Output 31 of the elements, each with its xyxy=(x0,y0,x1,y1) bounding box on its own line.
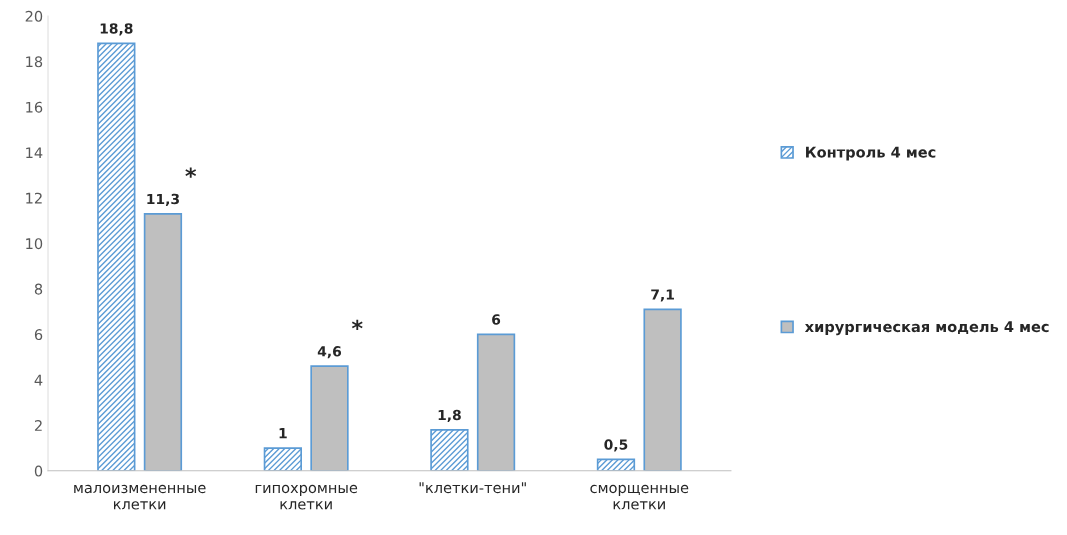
y-tick-label: 14 xyxy=(26,147,43,159)
y-tick-label: 10 xyxy=(26,238,43,250)
y-tick-label: 12 xyxy=(26,192,42,204)
x-tick-label: "клетки-тени" xyxy=(419,482,526,494)
y-tick-label: 6 xyxy=(34,329,43,341)
data-label: 0,5 xyxy=(604,439,628,452)
y-tick-label: 16 xyxy=(26,101,43,113)
legend-label: Контроль 4 мес xyxy=(806,146,936,161)
data-label: 4,6 xyxy=(317,346,342,359)
y-tick-label: 0 xyxy=(34,465,43,477)
bar xyxy=(263,447,303,471)
x-tick-label: гипохромные клетки xyxy=(255,484,358,510)
bar xyxy=(97,42,136,471)
data-label: 7,1 xyxy=(651,289,674,302)
data-label: 1,8 xyxy=(438,409,461,423)
bar xyxy=(430,429,469,471)
y-tick-label: 18 xyxy=(26,56,43,68)
data-label: 6 xyxy=(492,314,501,325)
y-tick-label: 8 xyxy=(34,283,43,295)
annotation: * xyxy=(185,167,197,178)
data-label: 18,8 xyxy=(100,23,133,36)
x-tick-label: малоизмененные клетки xyxy=(74,484,206,510)
y-tick-label: 20 xyxy=(25,10,43,22)
data-label: 1 xyxy=(279,428,287,439)
x-tick-label: сморщенные клетки xyxy=(590,484,689,510)
y-tick-label: 2 xyxy=(34,420,42,431)
y-tick-label: 4 xyxy=(34,374,43,386)
data-label: 11,3 xyxy=(147,193,179,207)
legend-label: хирургическая модель 4 мес xyxy=(804,321,1049,336)
bar xyxy=(596,458,636,471)
annotation: * xyxy=(351,319,363,331)
